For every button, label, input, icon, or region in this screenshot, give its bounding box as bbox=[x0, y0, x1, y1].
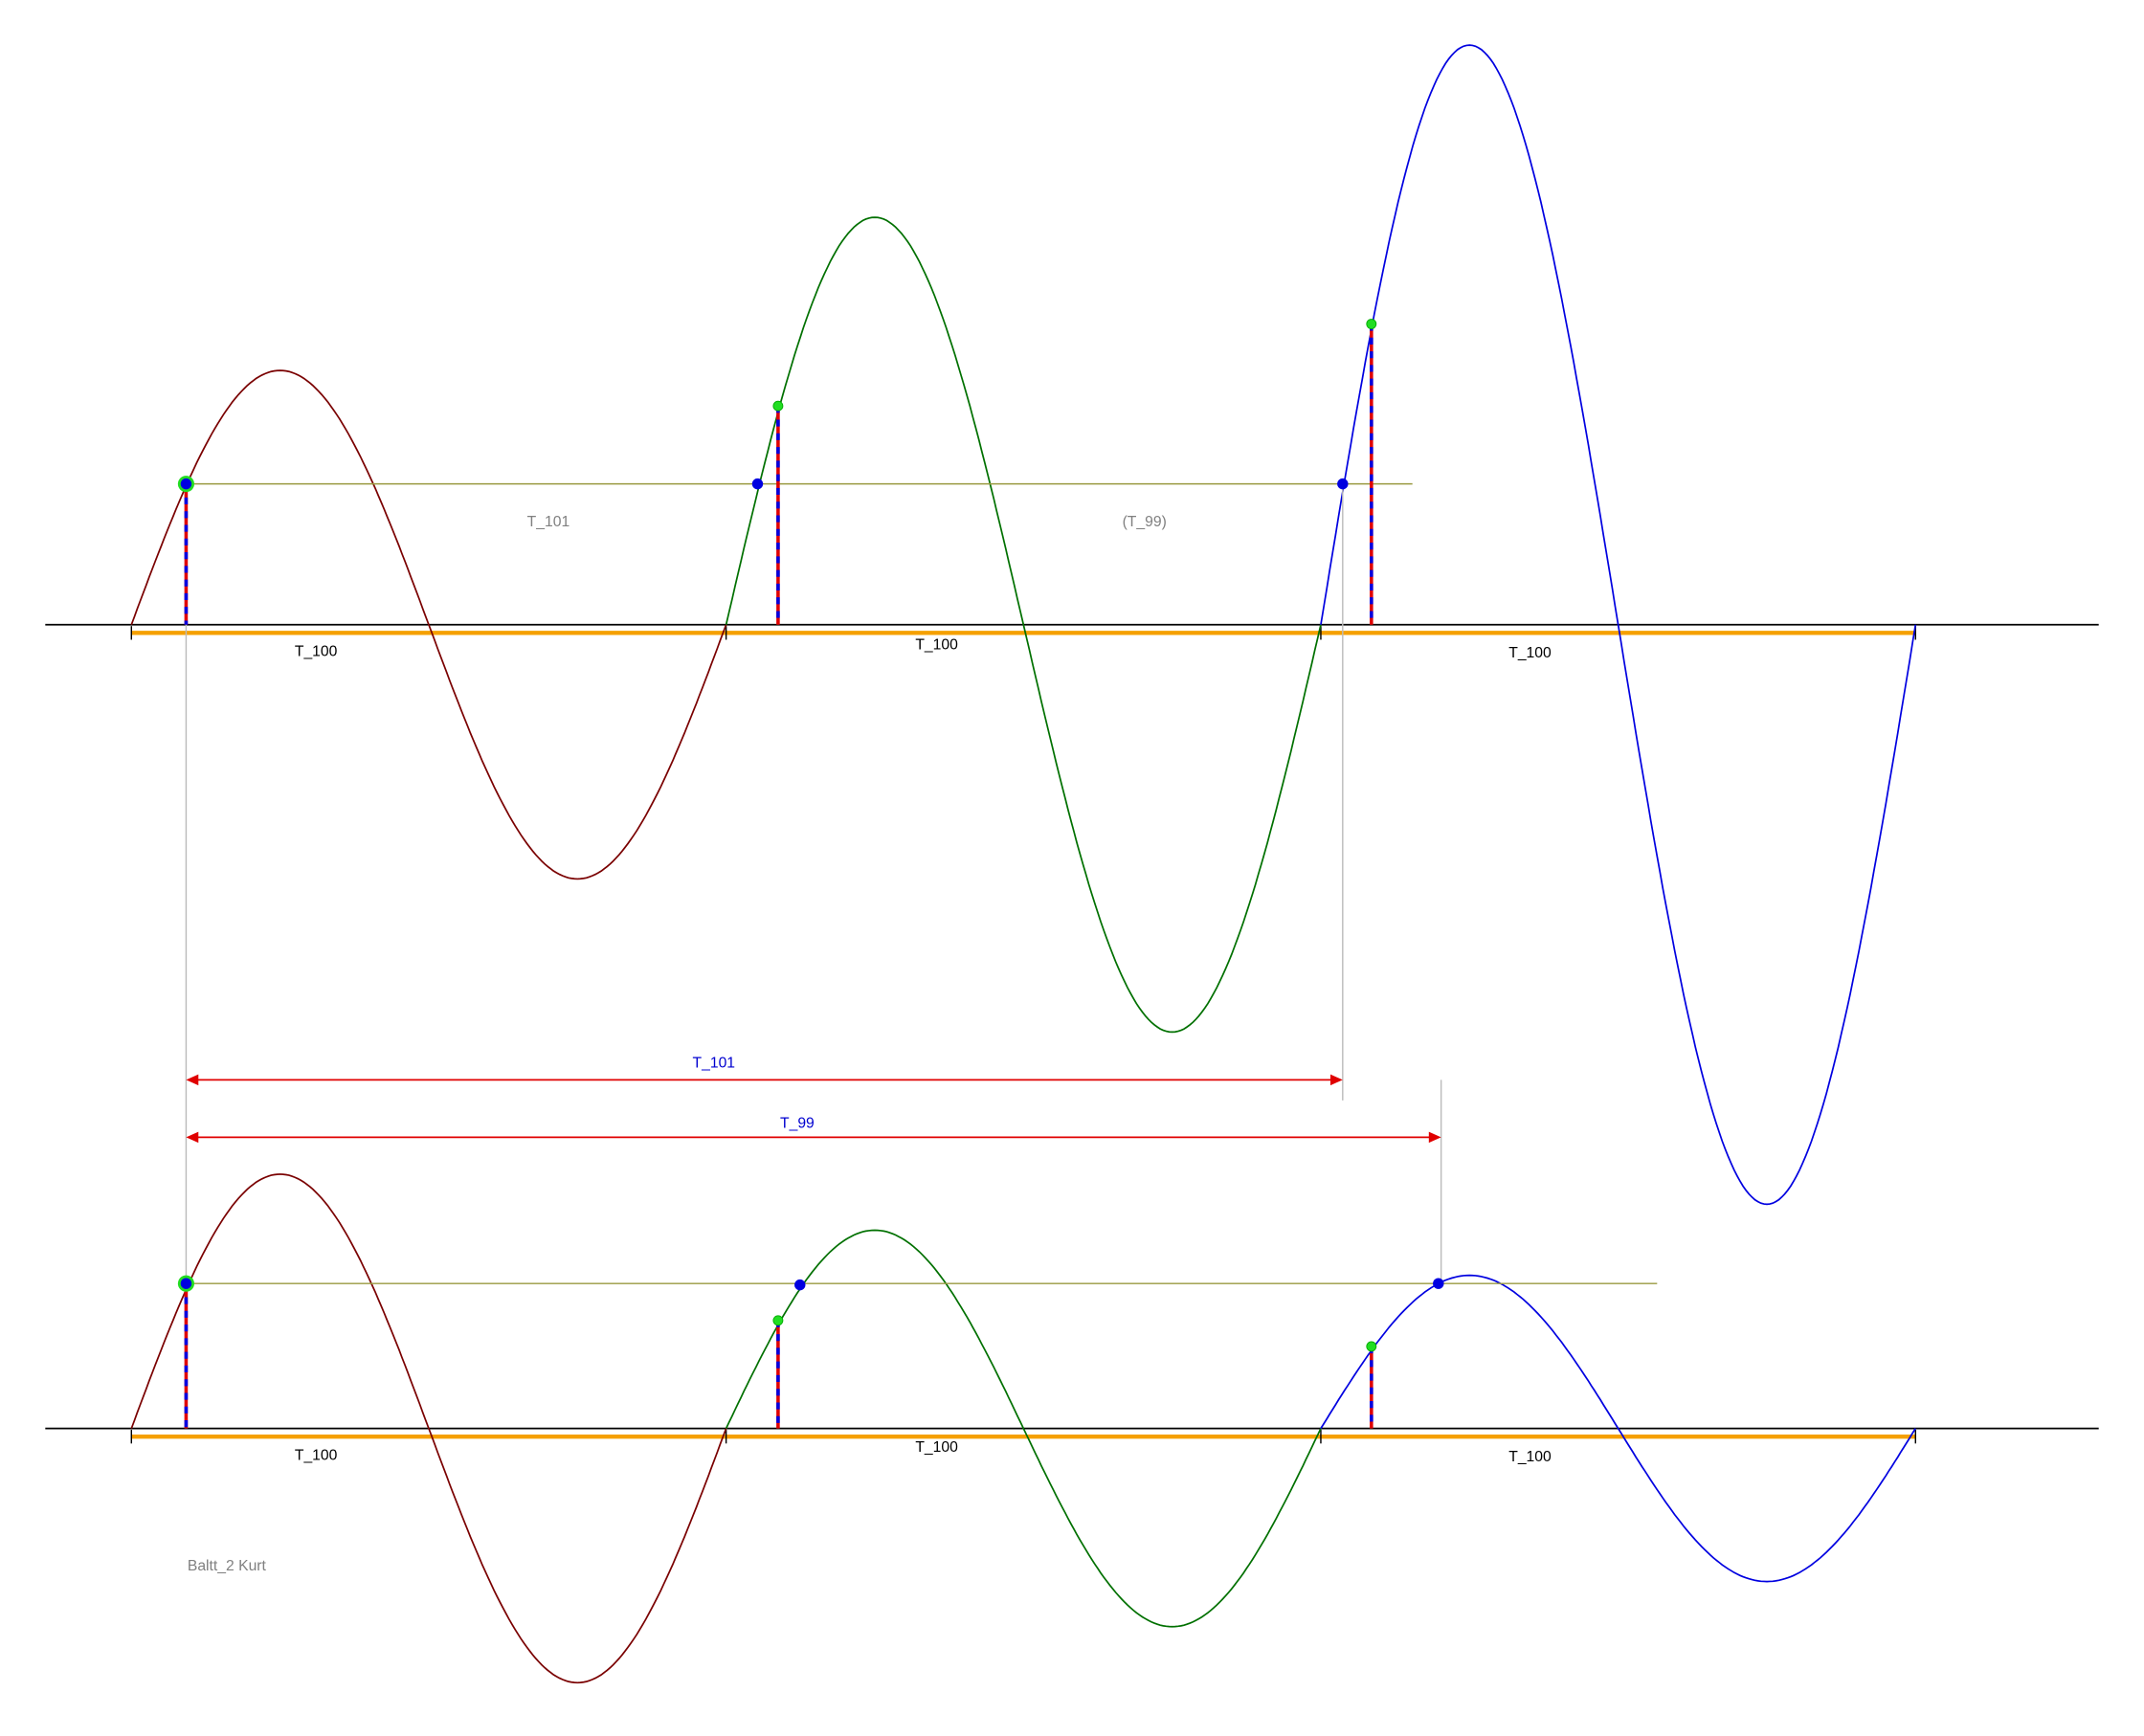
arrow-head-left bbox=[186, 1131, 199, 1144]
sine-wave-1 bbox=[130, 369, 727, 880]
arrow-head-left bbox=[186, 1074, 199, 1086]
sine-wave-2 bbox=[725, 216, 1322, 1034]
label-arrow-t101: T_101 bbox=[693, 1056, 736, 1072]
point-green bbox=[772, 1315, 784, 1326]
point-blue bbox=[1337, 478, 1349, 490]
point-blue bbox=[794, 1279, 806, 1291]
point-blue bbox=[1433, 1278, 1444, 1289]
point-green bbox=[1366, 1341, 1377, 1352]
points bbox=[177, 319, 1444, 1352]
label-period-bottom-2: T_100 bbox=[915, 1439, 958, 1456]
label-period-top-3: T_100 bbox=[1508, 645, 1552, 661]
point-blue bbox=[180, 478, 192, 490]
label-t101-gray: T_101 bbox=[527, 514, 570, 530]
sine-wave-1 bbox=[130, 1173, 727, 1684]
waves bbox=[45, 44, 2099, 1684]
point-blue bbox=[180, 1278, 192, 1289]
point-green bbox=[1366, 319, 1377, 329]
label-period-bottom-3: T_100 bbox=[1508, 1449, 1552, 1465]
arrow-head-right bbox=[1329, 1074, 1343, 1086]
label-period-bottom-1: T_100 bbox=[295, 1447, 338, 1463]
label-period-top-2: T_100 bbox=[915, 636, 958, 653]
guides bbox=[184, 323, 1658, 1429]
sine-wave-3 bbox=[1320, 1274, 1917, 1583]
sine-wave-3 bbox=[1320, 44, 1917, 1206]
caption: Baltt_2 Kurt bbox=[188, 1558, 267, 1574]
sine-wave-2 bbox=[725, 1229, 1322, 1628]
label-t99-gray: (T_99) bbox=[1123, 514, 1167, 530]
label-arrow-t99: T_99 bbox=[780, 1115, 815, 1131]
point-blue bbox=[751, 478, 764, 490]
label-period-top-1: T_100 bbox=[295, 644, 338, 660]
arrow-head-right bbox=[1428, 1131, 1441, 1144]
point-green bbox=[772, 400, 784, 412]
